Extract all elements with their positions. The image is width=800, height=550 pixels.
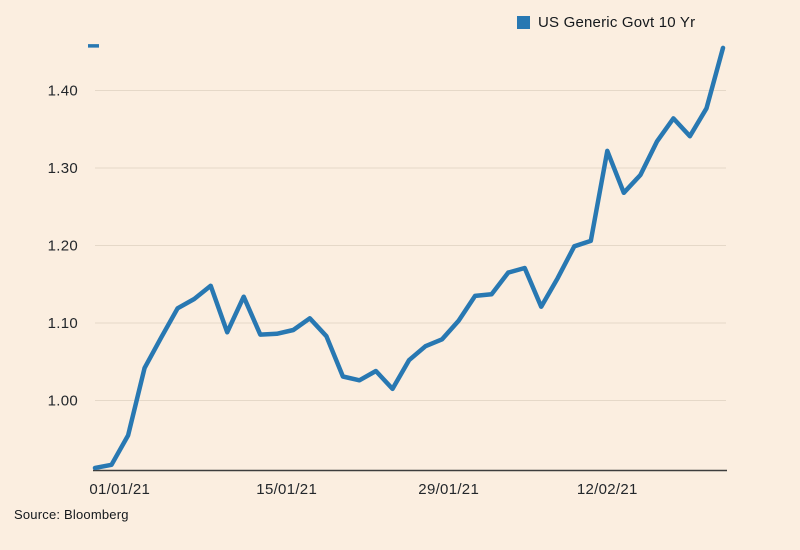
y-axis-labels: 1.00 1.10 1.20 1.30 1.40 — [48, 83, 78, 410]
x-axis-labels: 01/01/21 15/01/21 29/01/21 12/02/21 — [89, 481, 637, 498]
legend-label: US Generic Govt 10 Yr — [538, 14, 696, 31]
svg-text:1.10: 1.10 — [48, 315, 78, 332]
legend-swatch-icon — [517, 16, 530, 29]
svg-text:01/01/21: 01/01/21 — [89, 481, 150, 498]
yield-line — [92, 45, 726, 471]
legend: US Generic Govt 10 Yr — [517, 14, 695, 31]
svg-text:1.00: 1.00 — [48, 393, 78, 410]
svg-text:12/02/21: 12/02/21 — [577, 481, 638, 498]
svg-text:1.40: 1.40 — [48, 83, 78, 100]
gridlines — [95, 90, 726, 401]
source-note: Source: Bloomberg — [14, 507, 129, 522]
svg-text:1.30: 1.30 — [48, 160, 78, 177]
svg-text:15/01/21: 15/01/21 — [256, 481, 317, 498]
svg-text:1.20: 1.20 — [48, 238, 78, 255]
svg-text:29/01/21: 29/01/21 — [418, 481, 479, 498]
